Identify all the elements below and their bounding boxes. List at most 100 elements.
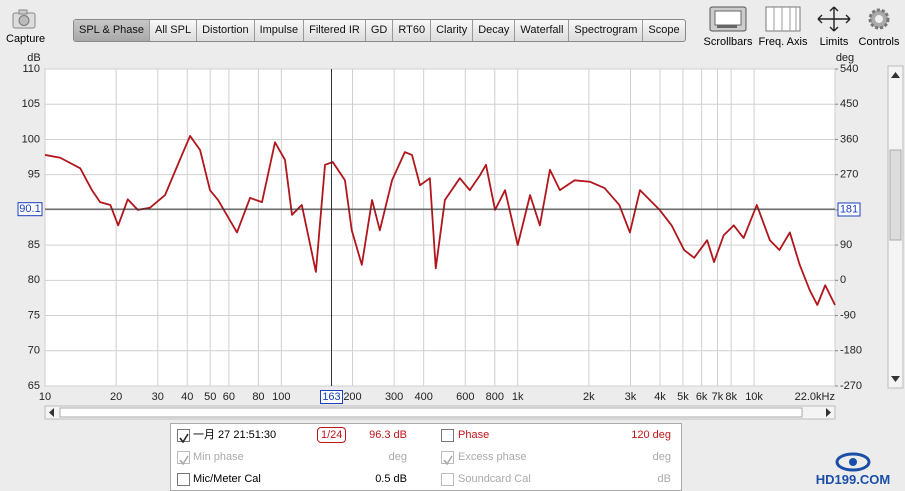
x-tick-label: 20	[110, 391, 122, 403]
camera-icon	[12, 9, 36, 29]
capture-label: Capture	[6, 33, 46, 45]
x-tick-label: 300	[385, 391, 403, 403]
tool-button[interactable]: Scrollbars	[698, 5, 758, 48]
y2-tick-label: 450	[840, 98, 858, 110]
scroll-right[interactable]	[826, 408, 831, 417]
y-tick-label: 80	[28, 274, 40, 286]
y-axis-unit: dB	[27, 52, 40, 64]
smoothing[interactable]: 1/24	[317, 427, 347, 443]
checkbox[interactable]	[441, 473, 454, 486]
watermark-logo	[835, 452, 871, 472]
x-tick-label: 10	[39, 391, 51, 403]
option-label: Min phase	[193, 451, 244, 463]
x-tick-label: 3k	[625, 391, 637, 403]
tab[interactable]: Scope	[648, 24, 680, 36]
cursor-y-label: 90.1	[19, 203, 40, 215]
tab[interactable]: Decay	[473, 20, 516, 41]
tab[interactable]: Clarity	[431, 20, 474, 41]
y-tick-label: 65	[28, 380, 40, 392]
grid	[44, 68, 836, 387]
y2-tick-label: 270	[840, 169, 858, 181]
phase-value: 120 deg	[631, 429, 671, 441]
panel-row: Min phase deg Excess phase deg	[171, 446, 681, 468]
y2-axis-unit: deg	[836, 52, 854, 64]
x-tick-label: 10k	[745, 391, 763, 403]
phase-label: Phase	[458, 429, 490, 441]
x-tick-label: 200	[343, 391, 361, 403]
x-tick-label: 600	[456, 391, 474, 403]
checkbox[interactable]	[177, 473, 190, 486]
x-tick-label: 8k	[725, 391, 737, 403]
tool-label: Controls	[858, 36, 900, 48]
checkbox[interactable]	[177, 429, 190, 444]
tab[interactable]: Spectrogram	[569, 20, 644, 41]
option-label: Soundcard Cal	[458, 473, 531, 485]
measurement-panel: 一月 27 21:51:30 1/24 96.3 dB Phase 120 de…	[170, 423, 682, 491]
tool-label: Limits	[819, 36, 849, 48]
x-tick-label: 5k	[677, 391, 689, 403]
y-tick-label: 75	[28, 309, 40, 321]
y2-tick-label: -90	[840, 309, 856, 321]
x-tick-label: 2k	[583, 391, 595, 403]
tool-icon	[709, 6, 747, 32]
x-tick-label: 40	[181, 391, 193, 403]
scroll-up[interactable]	[891, 72, 900, 78]
h-scroll-thumb[interactable]	[59, 407, 803, 418]
x-tick-label: 22.0kHz	[795, 391, 835, 403]
y2-tick-label: 90	[840, 239, 852, 251]
y-tick-label: 110	[22, 63, 40, 75]
y-tick-label: 105	[22, 98, 40, 110]
x-tick-label: 4k	[654, 391, 666, 403]
chart: dB deg 10 20 30 40 50 60 80 100 200 300 400 600 800 1…	[17, 52, 904, 420]
tab[interactable]: Waterfall	[515, 20, 570, 41]
x-tick-label: 100	[272, 391, 290, 403]
cursor-x-label-box	[320, 390, 344, 404]
option-label: Mic/Meter Cal	[193, 473, 261, 485]
watermark-text: HD199.COM	[815, 472, 891, 487]
watermark: HD199.COM	[806, 452, 900, 487]
x-tick-label: 80	[252, 391, 264, 403]
tool-button[interactable]: Controls	[849, 5, 905, 48]
panel-row: Mic/Meter Cal 0.5 dB Soundcard Cal dB	[171, 468, 681, 490]
checkbox[interactable]	[441, 451, 454, 466]
panel-row: 一月 27 21:51:30 1/24 96.3 dB Phase 120 de…	[171, 424, 681, 446]
tool-label: Freq. Axis	[758, 36, 808, 48]
spl-value: 96.3 dB	[369, 429, 407, 441]
y2-tick-label: 540	[840, 63, 858, 75]
cursor-y2-label: 181	[840, 203, 858, 215]
capture-button[interactable]: Capture	[6, 8, 46, 45]
measurement-name: 一月 27 21:51:30	[193, 429, 277, 441]
x-tick-label: 50	[204, 391, 216, 403]
tab-bar: SPL & Phase All SPL Distortion Impulse Filte…	[73, 19, 686, 42]
scroll-down[interactable]	[891, 376, 900, 382]
tool-icon	[868, 8, 890, 30]
tab[interactable]: SPL & Phase	[74, 20, 151, 41]
tool-button[interactable]: Freq. Axis	[753, 5, 813, 48]
cursor-x-label: 163	[322, 391, 340, 403]
x-tick-label: 800	[486, 391, 504, 403]
x-tick-label: 30	[152, 391, 164, 403]
tab[interactable]: Filtered IR	[304, 20, 366, 41]
y-tick-label: 100	[22, 133, 40, 145]
checkbox[interactable]	[441, 429, 454, 442]
tab[interactable]: Impulse	[255, 20, 305, 41]
y2-tick-label: -270	[840, 380, 862, 392]
x-tick-label: 6k	[696, 391, 708, 403]
option-value: deg	[388, 451, 407, 463]
tab[interactable]: All SPL	[150, 20, 198, 41]
scroll-thumb[interactable]	[889, 149, 902, 241]
scroll-left[interactable]	[49, 408, 54, 417]
y2-tick-label: 0	[840, 274, 846, 286]
y-tick-label: 85	[28, 239, 40, 251]
y-tick-label: 95	[28, 169, 40, 181]
option-value: dB	[657, 473, 671, 485]
tool-button[interactable]: Limits	[804, 5, 864, 48]
tab[interactable]: GD	[366, 20, 394, 41]
tab[interactable]: Distortion	[197, 20, 255, 41]
tool-label: Scrollbars	[703, 36, 753, 48]
checkbox[interactable]	[177, 451, 190, 466]
x-tick-label: 60	[223, 391, 235, 403]
tool-icon	[765, 6, 801, 32]
tab[interactable]: RT60	[393, 20, 432, 41]
option-label: Excess phase	[458, 451, 527, 463]
